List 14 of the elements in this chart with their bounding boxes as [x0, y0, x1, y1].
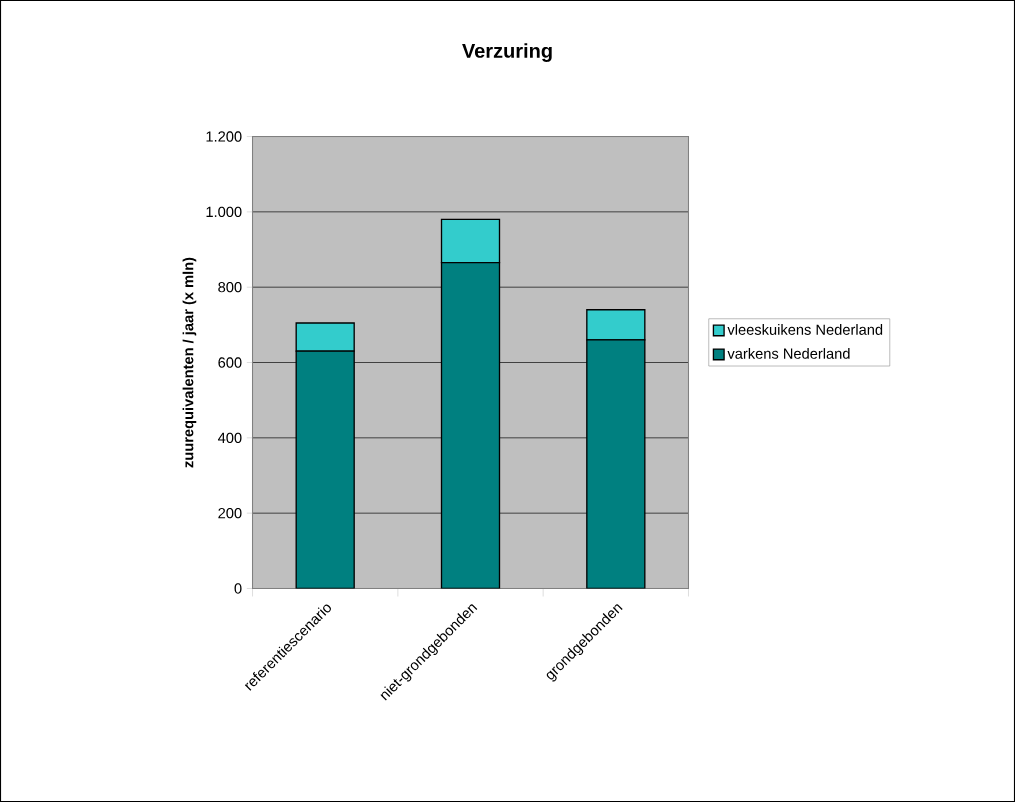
y-tick-label: 400	[217, 432, 242, 444]
legend-label: varkens Nederland	[727, 348, 850, 359]
chart-title: Verzuring	[462, 43, 552, 62]
y-tick-label: 200	[218, 507, 242, 519]
bar	[440, 262, 501, 589]
bar	[586, 339, 646, 589]
y-tick-label: 1.000	[206, 206, 242, 218]
y-axis-title: zuurequivalenten / jaar (x mln)	[182, 257, 197, 468]
y-tick-label: 1.200	[206, 131, 242, 142]
y-tick-label: 600	[218, 357, 242, 368]
y-tick-label: 800	[218, 282, 242, 293]
bar	[295, 350, 355, 589]
legend-label: vleeskuikens Nederland	[727, 324, 883, 335]
y-tick-label: 0	[234, 583, 242, 594]
